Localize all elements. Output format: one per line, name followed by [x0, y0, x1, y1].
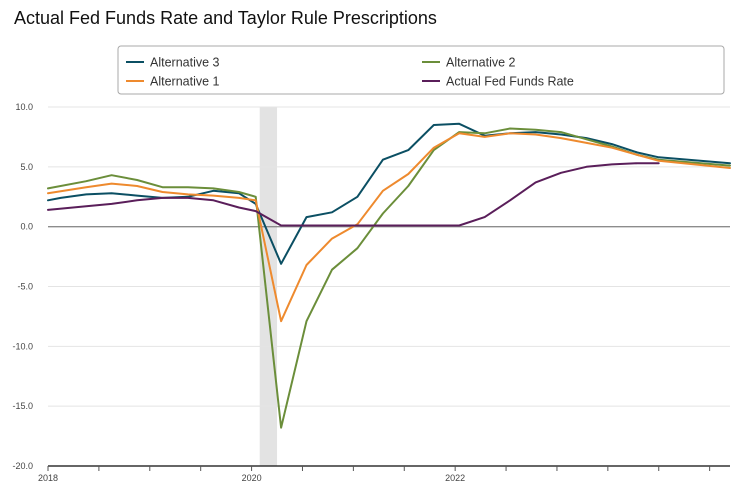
legend-label-actual-fed-funds-rate: Actual Fed Funds Rate [446, 75, 574, 89]
legend-label-alternative-3: Alternative 3 [150, 56, 220, 70]
gridlines-layer: -20.0 -15.0 -10.0 -5.0 0.0 5.0 10.0 [12, 102, 730, 471]
y-tick-label: -10.0 [12, 341, 33, 351]
series-line-actual-fed-funds-rate [47, 162, 660, 227]
x-tick-label: 2020 [242, 473, 262, 483]
chart-title: Actual Fed Funds Rate and Taylor Rule Pr… [14, 8, 437, 28]
series-layer [47, 122, 731, 429]
series-line-alternative-2 [47, 127, 731, 429]
axes-layer: 2018 2020 2022 [38, 465, 730, 483]
y-tick-label: 0.0 [20, 222, 33, 232]
y-tick-label: -20.0 [12, 461, 33, 471]
x-tick-label: 2022 [445, 473, 465, 483]
y-tick-label: 5.0 [20, 162, 33, 172]
y-tick-label: 10.0 [15, 102, 33, 112]
legend: Alternative 3 Alternative 2 Alternative 1 A… [117, 45, 725, 95]
legend-label-alternative-1: Alternative 1 [150, 75, 220, 89]
legend-label-alternative-2: Alternative 2 [446, 56, 516, 70]
legend-box [117, 45, 725, 95]
series-line-alternative-3 [47, 122, 731, 265]
y-tick-label: -15.0 [12, 401, 33, 411]
x-tick-label: 2018 [38, 473, 58, 483]
y-tick-label: -5.0 [17, 282, 33, 292]
series-line-alternative-1 [47, 132, 731, 323]
